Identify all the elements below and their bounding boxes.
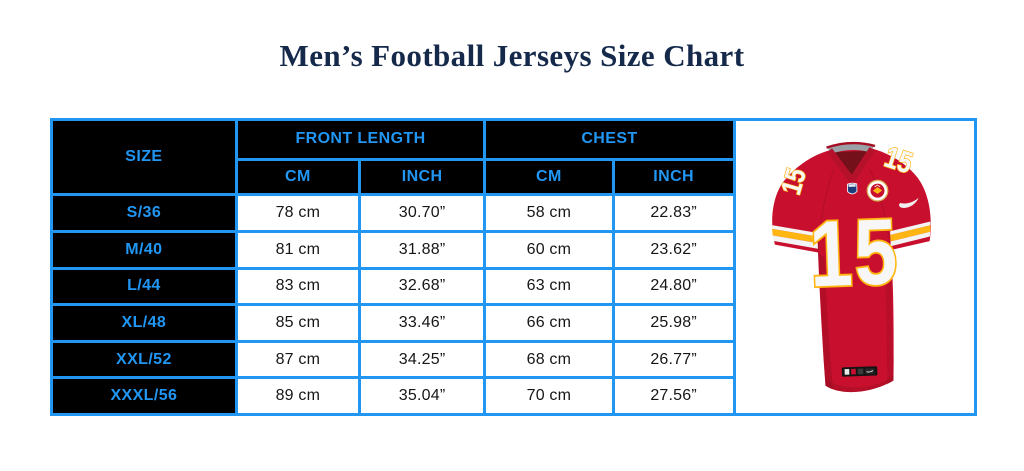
chest-inch-cell: 25.98” bbox=[611, 303, 736, 343]
size-chart-table: SIZE FRONT LENGTH CHEST bbox=[50, 117, 978, 416]
front-length-inch-cell: 34.25” bbox=[357, 339, 487, 380]
front-length-cm-cell: 78 cm bbox=[234, 193, 361, 233]
jersey-image: 15 15 15 bbox=[771, 139, 931, 393]
jock-tag bbox=[841, 366, 878, 377]
subheader-chest-cm: CM bbox=[483, 157, 615, 197]
sleeve-stripe-right-white-bottom bbox=[890, 231, 931, 247]
table-row: XL/48 85 cm 33.46” 66 cm 25.98” bbox=[50, 303, 976, 343]
subheader-chest-inch: INCH bbox=[611, 157, 736, 197]
subheader-front-cm: CM bbox=[234, 157, 361, 197]
front-length-cm-cell: 87 cm bbox=[234, 339, 361, 380]
nike-swoosh-icon bbox=[898, 197, 919, 208]
chiefs-patch-icon bbox=[866, 179, 889, 202]
sleeve-stripe-left-white-bottom bbox=[772, 235, 818, 249]
column-header-front-length: FRONT LENGTH bbox=[234, 118, 487, 161]
front-length-inch-cell: 30.70” bbox=[357, 193, 487, 233]
front-length-inch-cell: 31.88” bbox=[357, 229, 487, 270]
front-length-cm-cell: 89 cm bbox=[234, 376, 361, 416]
size-cell: L/44 bbox=[50, 266, 238, 307]
chest-cm-cell: 60 cm bbox=[483, 229, 615, 270]
front-length-inch-cell: 32.68” bbox=[357, 266, 487, 307]
jersey-graphic: 15 15 15 bbox=[771, 139, 931, 393]
seam-left bbox=[817, 169, 835, 253]
chest-cm-cell: 63 cm bbox=[483, 266, 615, 307]
jersey-cell: 15 15 15 bbox=[732, 118, 978, 416]
chest-cm-cell: 68 cm bbox=[483, 339, 615, 380]
table-row: M/40 81 cm 31.88” 60 cm 23.62” bbox=[50, 229, 976, 270]
chest-inch-cell: 24.80” bbox=[611, 266, 736, 307]
chest-inch-cell: 26.77” bbox=[611, 339, 736, 380]
jersey-body bbox=[772, 145, 931, 393]
size-chart: SIZE FRONT LENGTH CHEST bbox=[50, 117, 978, 416]
column-header-size: SIZE bbox=[50, 117, 238, 197]
chest-inch-cell: 22.83” bbox=[611, 193, 736, 233]
sleeve-stripe-right-white-top bbox=[889, 221, 931, 236]
size-cell: S/36 bbox=[50, 193, 238, 233]
column-header-chest: CHEST bbox=[483, 118, 736, 161]
front-length-cm-cell: 85 cm bbox=[234, 303, 361, 343]
chest-cm-cell: 66 cm bbox=[483, 303, 615, 343]
table-row: S/36 78 cm 30.70” 58 cm 22.83” bbox=[50, 193, 976, 233]
size-cell: M/40 bbox=[50, 229, 238, 270]
sleeve-stripe-left-white-top bbox=[771, 225, 818, 237]
table-row: XXL/52 87 cm 34.25” 68 cm 26.77” bbox=[50, 339, 976, 380]
table-row: XXXL/56 89 cm 35.04” 70 cm 27.56” bbox=[50, 376, 976, 416]
front-length-inch-cell: 35.04” bbox=[357, 376, 487, 416]
chest-inch-cell: 27.56” bbox=[611, 376, 736, 416]
page-title: Men’s Football Jerseys Size Chart bbox=[279, 38, 745, 73]
chest-cm-cell: 70 cm bbox=[483, 376, 615, 416]
chest-cm-cell: 58 cm bbox=[483, 193, 615, 233]
subheader-front-inch: INCH bbox=[357, 157, 487, 197]
hem-shadow bbox=[825, 374, 894, 393]
shade-right bbox=[884, 249, 894, 385]
size-cell: XXL/52 bbox=[50, 339, 238, 380]
sleeve-stripe-left-gold bbox=[771, 228, 818, 244]
size-cell: XL/48 bbox=[50, 303, 238, 343]
size-cell: XXXL/56 bbox=[50, 376, 238, 416]
sleeve-stripe-right-gold bbox=[890, 225, 931, 242]
shade-left bbox=[817, 252, 833, 390]
vneck-collar-band bbox=[826, 147, 875, 184]
table-row: L/44 83 cm 32.68” 63 cm 24.80” bbox=[50, 266, 976, 307]
neck-opening bbox=[831, 150, 871, 179]
nfl-shield-icon bbox=[846, 182, 858, 195]
front-length-inch-cell: 33.46” bbox=[357, 303, 487, 343]
collar-top-trim bbox=[825, 141, 876, 149]
front-length-cm-cell: 83 cm bbox=[234, 266, 361, 307]
front-length-cm-cell: 81 cm bbox=[234, 229, 361, 270]
jersey-number: 15 bbox=[808, 200, 901, 307]
chest-inch-cell: 23.62” bbox=[611, 229, 736, 270]
